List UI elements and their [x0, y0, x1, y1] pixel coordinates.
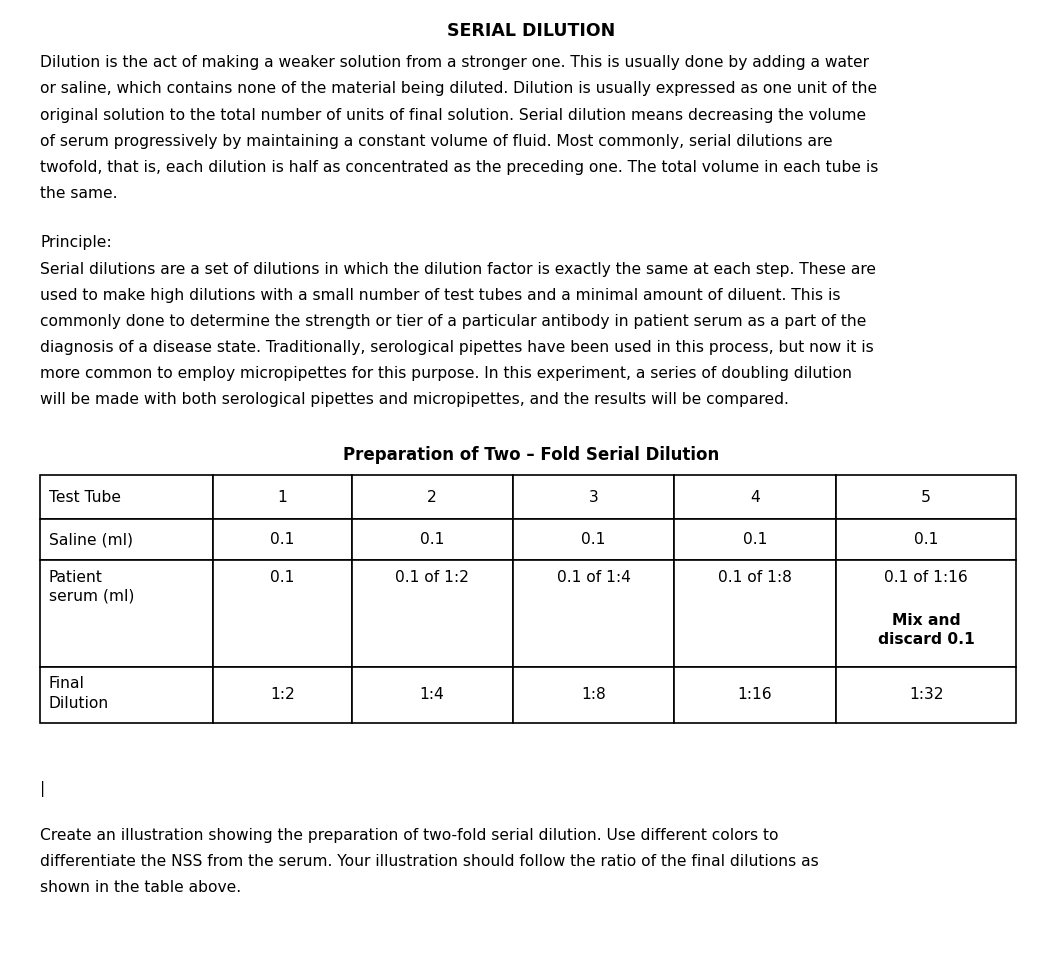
Text: Saline (ml): Saline (ml) [49, 532, 133, 547]
Bar [836, 560, 1016, 667]
Text: 0.1 of 1:4: 0.1 of 1:4 [556, 570, 631, 584]
Bar [674, 475, 836, 519]
Bar [40, 519, 213, 560]
Text: original solution to the total number of units of final solution. Serial dilutio: original solution to the total number of… [40, 108, 867, 122]
Bar [836, 475, 1016, 519]
Text: 1:8: 1:8 [581, 687, 606, 703]
Bar [513, 667, 674, 723]
Bar [352, 519, 513, 560]
Bar [352, 667, 513, 723]
Text: twofold, that is, each dilution is half as concentrated as the preceding one. Th: twofold, that is, each dilution is half … [40, 160, 878, 174]
Text: 5: 5 [921, 489, 931, 505]
Text: 0.1: 0.1 [582, 532, 605, 547]
Text: Principle:: Principle: [40, 235, 112, 250]
Bar [513, 519, 674, 560]
Text: 0.1: 0.1 [914, 532, 938, 547]
Text: Create an illustration showing the preparation of two-fold serial dilution. Use : Create an illustration showing the prepa… [40, 828, 778, 842]
Text: 3: 3 [588, 489, 599, 505]
Text: 2: 2 [427, 489, 438, 505]
Text: 0.1: 0.1 [271, 532, 294, 547]
Text: differentiate the NSS from the serum. Your illustration should follow the ratio : differentiate the NSS from the serum. Yo… [40, 854, 819, 868]
Text: or saline, which contains none of the material being diluted. Dilution is usuall: or saline, which contains none of the ma… [40, 81, 877, 96]
Text: 0.1 of 1:2: 0.1 of 1:2 [395, 570, 469, 584]
Bar [213, 475, 352, 519]
Bar [513, 475, 674, 519]
Text: 1:2: 1:2 [270, 687, 295, 703]
Text: 0.1: 0.1 [743, 532, 767, 547]
Text: will be made with both serological pipettes and micropipettes, and the results w: will be made with both serological pipet… [40, 392, 789, 407]
Bar [352, 560, 513, 667]
Bar [674, 667, 836, 723]
Bar [674, 560, 836, 667]
Text: Preparation of Two – Fold Serial Dilution: Preparation of Two – Fold Serial Dilutio… [343, 446, 719, 464]
Text: 0.1 of 1:16: 0.1 of 1:16 [885, 570, 967, 584]
Text: Patient
serum (ml): Patient serum (ml) [49, 570, 134, 604]
Text: the same.: the same. [40, 186, 118, 201]
Text: more common to employ micropipettes for this purpose. In this experiment, a seri: more common to employ micropipettes for … [40, 366, 853, 381]
Bar [213, 667, 352, 723]
Text: |: | [40, 781, 46, 797]
Bar [213, 560, 352, 667]
Text: 4: 4 [750, 489, 760, 505]
Text: 0.1: 0.1 [271, 570, 294, 584]
Bar [836, 519, 1016, 560]
Bar [352, 475, 513, 519]
Text: used to make high dilutions with a small number of test tubes and a minimal amou: used to make high dilutions with a small… [40, 288, 841, 302]
Text: Test Tube: Test Tube [49, 489, 121, 505]
Text: shown in the table above.: shown in the table above. [40, 880, 241, 894]
Text: 1:4: 1:4 [419, 687, 445, 703]
Text: diagnosis of a disease state. Traditionally, serological pipettes have been used: diagnosis of a disease state. Traditiona… [40, 340, 874, 355]
Text: Final
Dilution: Final Dilution [49, 676, 109, 710]
Bar [213, 519, 352, 560]
Text: 0.1: 0.1 [421, 532, 444, 547]
Text: 1:32: 1:32 [909, 687, 943, 703]
Text: Mix and
discard 0.1: Mix and discard 0.1 [877, 613, 975, 646]
Text: 0.1 of 1:8: 0.1 of 1:8 [718, 570, 792, 584]
Bar [513, 560, 674, 667]
Bar [40, 667, 213, 723]
Text: of serum progressively by maintaining a constant volume of fluid. Most commonly,: of serum progressively by maintaining a … [40, 134, 833, 148]
Bar [674, 519, 836, 560]
Bar [40, 475, 213, 519]
Text: Serial dilutions are a set of dilutions in which the dilution factor is exactly : Serial dilutions are a set of dilutions … [40, 262, 876, 276]
Text: 1:16: 1:16 [738, 687, 772, 703]
Text: SERIAL DILUTION: SERIAL DILUTION [447, 22, 615, 41]
Bar [836, 667, 1016, 723]
Bar [40, 560, 213, 667]
Text: 1: 1 [277, 489, 288, 505]
Text: Dilution is the act of making a weaker solution from a stronger one. This is usu: Dilution is the act of making a weaker s… [40, 55, 870, 70]
Text: commonly done to determine the strength or tier of a particular antibody in pati: commonly done to determine the strength … [40, 314, 867, 328]
